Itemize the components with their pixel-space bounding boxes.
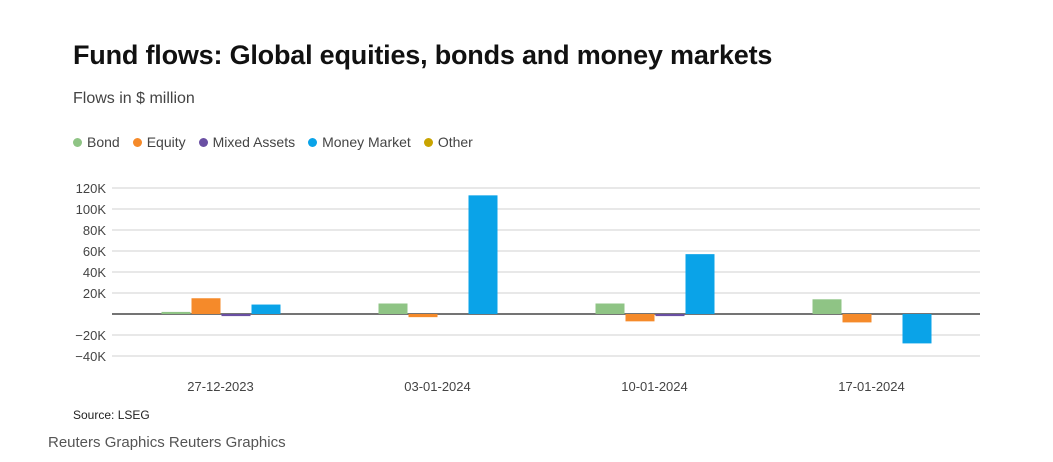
legend-label-money-market: Money Market bbox=[322, 134, 411, 150]
y-tick-label: 120K bbox=[76, 181, 107, 196]
y-tick-label: 100K bbox=[76, 202, 107, 217]
legend-item-money-market: Money Market bbox=[308, 134, 411, 150]
bar-mixed-assets bbox=[655, 314, 685, 317]
bar-mixed-assets bbox=[221, 314, 251, 317]
x-tick-label: 17-01-2024 bbox=[838, 379, 905, 394]
y-tick-label: 60K bbox=[83, 244, 106, 259]
bar-equity bbox=[191, 298, 221, 314]
credit-line: Reuters Graphics Reuters Graphics bbox=[48, 434, 286, 451]
legend-label-other: Other bbox=[437, 134, 473, 150]
legend-label-bond: Bond bbox=[87, 134, 120, 150]
y-tick-label: 40K bbox=[83, 265, 106, 280]
legend: Bond Equity Mixed Assets Money Market Ot… bbox=[73, 134, 473, 150]
bar-equity bbox=[408, 314, 438, 318]
y-tick-label: −20K bbox=[75, 328, 106, 343]
bar-bond bbox=[595, 303, 625, 314]
y-tick-label: 20K bbox=[83, 286, 106, 301]
x-tick-label: 10-01-2024 bbox=[621, 379, 688, 394]
legend-item-bond: Bond bbox=[73, 134, 120, 150]
bar-money-market bbox=[685, 254, 715, 314]
chart-subtitle: Flows in $ million bbox=[73, 90, 195, 107]
legend-item-other: Other bbox=[423, 134, 473, 150]
legend-swatch-money-market bbox=[308, 137, 318, 147]
legend-item-equity: Equity bbox=[132, 134, 186, 150]
legend-swatch-other bbox=[423, 137, 433, 147]
bar-bond bbox=[812, 299, 842, 314]
bar-money-market bbox=[902, 314, 932, 344]
source-note: Source: LSEG bbox=[73, 408, 150, 422]
bar-equity bbox=[842, 314, 872, 323]
chart-title: Fund flows: Global equities, bonds and m… bbox=[73, 40, 773, 70]
bar-money-market bbox=[468, 195, 498, 314]
legend-item-mixed-assets: Mixed Assets bbox=[198, 134, 296, 150]
legend-label-mixed-assets: Mixed Assets bbox=[212, 134, 296, 150]
legend-swatch-equity bbox=[132, 137, 142, 147]
legend-swatch-bond bbox=[73, 137, 82, 147]
bar-bond bbox=[161, 311, 191, 314]
x-tick-label: 03-01-2024 bbox=[404, 379, 471, 394]
y-tick-label: 80K bbox=[83, 223, 106, 238]
x-tick-label: 27-12-2023 bbox=[187, 379, 254, 394]
bar-equity bbox=[625, 314, 655, 322]
legend-swatch-mixed-assets bbox=[198, 137, 208, 147]
legend-label-equity: Equity bbox=[146, 134, 186, 150]
y-tick-label: −40K bbox=[75, 349, 106, 364]
bar-money-market bbox=[251, 304, 281, 314]
bar-bond bbox=[378, 303, 408, 314]
